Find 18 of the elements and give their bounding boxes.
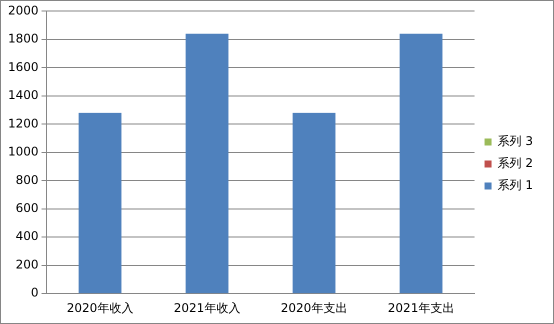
y-tick-label: 1000	[8, 144, 39, 159]
x-tick-label: 2020年收入	[66, 300, 134, 315]
x-tick-label: 2021年支出	[388, 300, 454, 315]
legend-label: 系列 3	[498, 134, 534, 148]
legend-label: 系列 1	[498, 178, 534, 192]
y-tick-label: 1400	[8, 88, 39, 102]
y-tick-label: 400	[16, 229, 39, 244]
y-tick-label: 600	[16, 201, 39, 216]
y-tick-label: 1200	[8, 116, 39, 130]
x-tick-label: 2021年收入	[174, 300, 240, 315]
y-tick-label: 1800	[8, 32, 39, 46]
y-tick-label: 0	[30, 286, 39, 300]
legend-label: 系列 2	[498, 156, 534, 170]
y-tick-label: 800	[16, 172, 39, 187]
y-tick-label: 1600	[8, 60, 39, 74]
x-tick-label: 2020年支出	[280, 300, 348, 315]
y-tick-label: 200	[16, 257, 39, 272]
y-tick-label: 2000	[8, 3, 39, 18]
